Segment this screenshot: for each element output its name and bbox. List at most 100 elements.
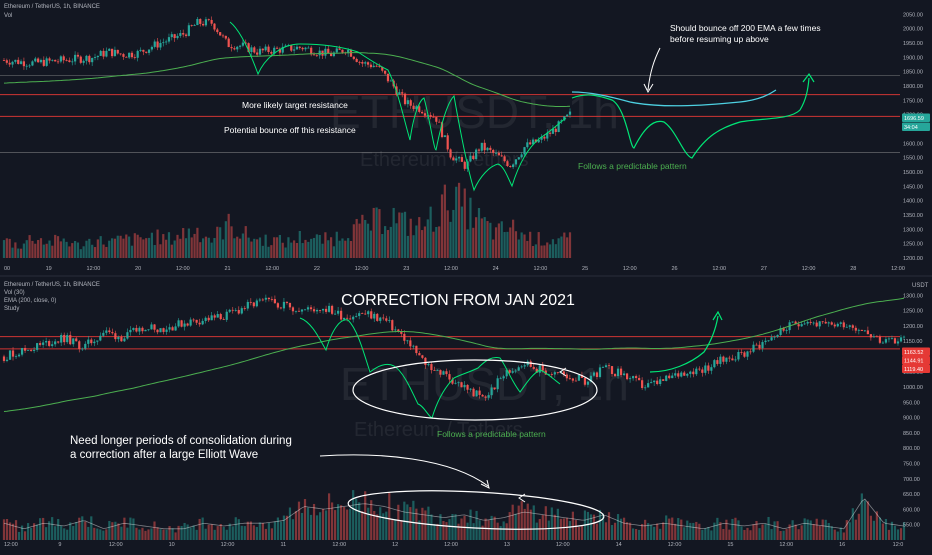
- candle-body: [190, 25, 193, 27]
- candle-body: [731, 358, 734, 361]
- candle-body: [475, 149, 478, 160]
- volume-bar: [517, 239, 520, 258]
- volume-bar: [5, 518, 9, 540]
- volume-bar: [830, 526, 833, 540]
- y-tick-label: 1250.00: [903, 242, 923, 248]
- volume-bar: [517, 505, 520, 540]
- volume-bar: [82, 246, 85, 258]
- candle-body: [343, 317, 346, 320]
- volume-bar: [544, 506, 547, 540]
- volume-bar: [22, 243, 26, 258]
- volume-bar: [427, 506, 430, 540]
- volume-bar: [183, 522, 186, 540]
- top-watermark: ETHUSDT, 1h: [330, 86, 619, 138]
- candle-body: [432, 116, 435, 118]
- volume-bar: [321, 243, 324, 258]
- candle-body: [797, 324, 800, 327]
- candle-body: [340, 310, 343, 320]
- candle-body: [222, 319, 225, 320]
- candle-body: [173, 34, 176, 39]
- volume-bar: [553, 514, 556, 540]
- volume-bar: [460, 518, 463, 540]
- top-pattern-trace: [229, 21, 567, 192]
- candle-body: [680, 372, 683, 377]
- candle-body: [321, 308, 325, 311]
- candle-body: [116, 49, 119, 54]
- volume-bar: [105, 529, 108, 540]
- volume-bar: [366, 223, 370, 258]
- volume-bar: [275, 237, 279, 258]
- candle-body: [746, 351, 749, 357]
- candle-body: [177, 320, 180, 327]
- price-tag-label: 1696.59: [904, 116, 924, 122]
- volume-bar: [489, 222, 492, 258]
- price-tag-label: 34:04: [904, 125, 918, 131]
- volume-bar: [406, 235, 409, 258]
- volume-bar: [338, 240, 341, 258]
- volume-bar: [321, 508, 325, 540]
- candle-body: [583, 377, 587, 385]
- candle-body: [541, 365, 544, 371]
- volume-bar: [622, 517, 626, 540]
- candle-body: [138, 327, 141, 332]
- volume-bar: [120, 526, 123, 540]
- candle-body: [604, 365, 608, 368]
- candle-body: [216, 314, 219, 318]
- bottom-volume-bars: [2, 490, 906, 540]
- y-tick-label: 800.00: [903, 446, 920, 452]
- volume-bar: [463, 188, 466, 258]
- candle-body: [33, 349, 36, 351]
- candle-body: [261, 48, 264, 51]
- volume-bar: [755, 520, 758, 540]
- candle-body: [554, 128, 557, 133]
- volume-bar: [384, 226, 387, 258]
- candle-body: [472, 155, 475, 160]
- volume-bar: [695, 521, 698, 540]
- volume-bar: [631, 528, 635, 540]
- volume-bar: [565, 517, 568, 540]
- volume-bar: [568, 520, 571, 540]
- candle-body: [421, 355, 424, 358]
- x-tick-label: 12:0: [893, 542, 904, 548]
- volume-bar: [546, 242, 549, 258]
- volume-bar: [887, 529, 891, 540]
- volume-bar: [595, 523, 599, 540]
- candle-body: [755, 344, 758, 346]
- volume-bar: [34, 243, 37, 258]
- volume-bar: [455, 186, 458, 258]
- volume-bar: [559, 518, 562, 540]
- candle-body: [279, 307, 283, 309]
- volume-bar: [548, 244, 552, 258]
- volume-bar: [668, 518, 671, 540]
- volume-bar: [306, 507, 310, 540]
- volume-bar: [156, 229, 159, 258]
- volume-bar: [511, 504, 514, 540]
- candle-body: [443, 135, 446, 138]
- volume-bar: [520, 232, 523, 258]
- candle-body: [854, 327, 857, 331]
- volume-bar: [878, 517, 882, 540]
- volume-bar: [76, 242, 80, 258]
- top-watermark-sub: Ethereum / Tethers: [360, 149, 529, 171]
- volume-bar: [475, 510, 478, 540]
- bottom-inner-arrow: [559, 367, 567, 377]
- volume-bar: [153, 245, 156, 258]
- candle-body: [45, 341, 48, 343]
- volume-bar: [472, 523, 475, 540]
- volume-bar: [198, 518, 201, 540]
- volume-bar: [20, 525, 24, 540]
- volume-bar: [423, 226, 427, 258]
- candle-body: [290, 45, 293, 51]
- candle-body: [701, 369, 704, 373]
- candle-body: [210, 19, 213, 24]
- candle-body: [427, 364, 430, 366]
- candle-body: [779, 328, 782, 335]
- candle-body: [2, 60, 6, 61]
- candle-body: [51, 344, 54, 346]
- candle-body: [635, 376, 638, 379]
- candle-body: [20, 347, 24, 355]
- candle-body: [14, 59, 17, 62]
- candle-body: [492, 149, 495, 153]
- bottom-volume-arrowhead: [480, 479, 490, 489]
- candle-body: [167, 37, 171, 42]
